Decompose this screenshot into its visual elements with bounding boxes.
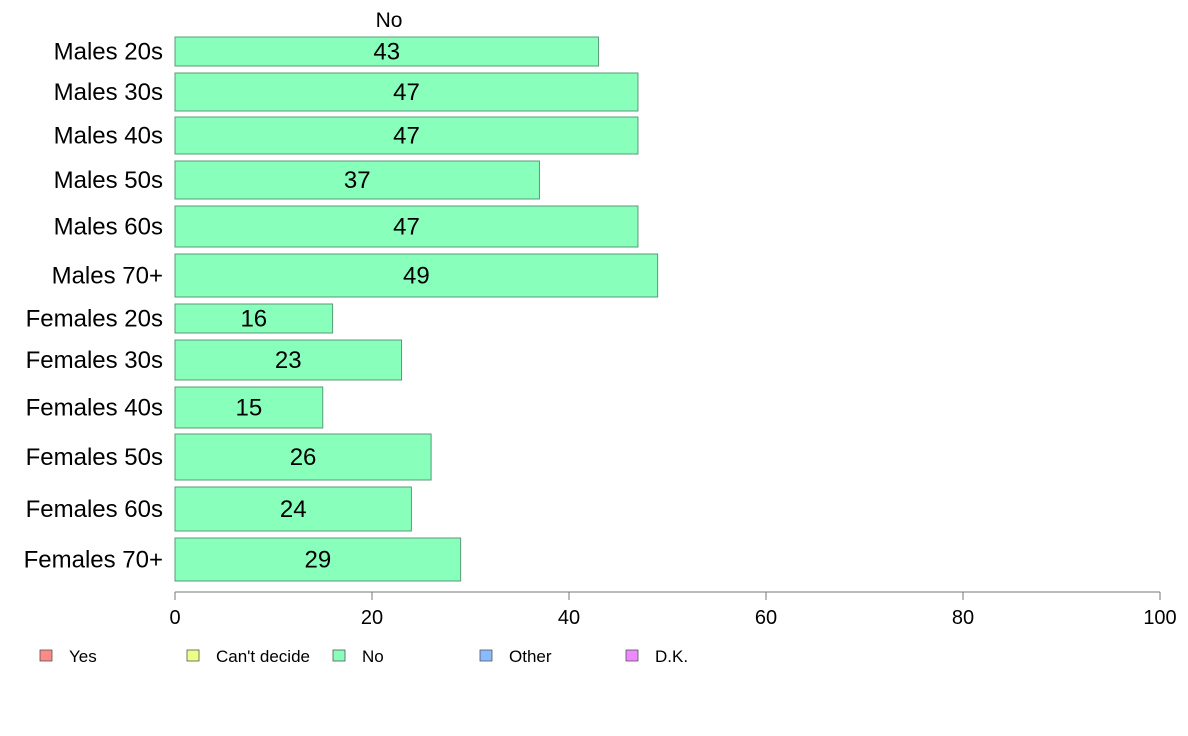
category-label: Females 60s (26, 496, 163, 523)
bar (174, 116, 639, 155)
bar (174, 486, 412, 532)
bar-value-label: 16 (240, 306, 267, 333)
category-label: Males 20s (54, 39, 163, 66)
bar (174, 253, 659, 298)
series-title: No (376, 9, 403, 32)
bar (174, 160, 540, 200)
bar (174, 386, 324, 429)
x-tick-label: 80 (952, 607, 974, 629)
legend-label: D.K. (655, 647, 688, 666)
bar (174, 339, 403, 381)
category-label: Males 40s (54, 123, 163, 150)
category-label: Males 30s (54, 79, 163, 106)
category-label: Males 60s (54, 214, 163, 241)
legend-swatch (479, 649, 493, 662)
x-tick-label: 100 (1143, 607, 1176, 629)
legend-swatch (186, 649, 200, 662)
legend-label: Yes (69, 647, 97, 666)
bar-value-label: 15 (236, 395, 263, 422)
bar-value-label: 43 (373, 39, 400, 66)
bar-group: Males 20s 43 Males 30s 47 Males 40s 47 Males 5… (24, 36, 659, 582)
category-label: Females 40s (26, 395, 163, 422)
bar-value-label: 29 (304, 547, 331, 574)
category-label: Females 50s (26, 444, 163, 471)
bar-value-label: 47 (393, 79, 420, 106)
legend-swatch (39, 649, 53, 662)
bar (174, 433, 432, 481)
bar-value-label: 47 (393, 123, 420, 150)
legend-label: Other (509, 647, 552, 666)
category-label: Males 70+ (52, 263, 163, 290)
legend-swatch (625, 649, 639, 662)
legend-swatch (332, 649, 346, 662)
bar (174, 72, 639, 112)
bar (174, 303, 334, 334)
bar (174, 205, 639, 248)
x-axis: 0 20 40 60 80 100 (169, 591, 1177, 629)
category-label: Females 70+ (24, 547, 163, 574)
x-tick-label: 0 (169, 607, 180, 629)
bar-value-label: 24 (280, 496, 307, 523)
legend-label: Can't decide (216, 647, 310, 666)
x-tick-label: 40 (558, 607, 580, 629)
x-tick-label: 60 (755, 607, 777, 629)
category-label: Males 50s (54, 167, 163, 194)
x-tick-label: 20 (361, 607, 383, 629)
bar-value-label: 23 (275, 347, 302, 374)
bar-value-label: 26 (290, 444, 317, 471)
bar (174, 36, 600, 67)
legend-label: No (362, 647, 384, 666)
category-label: Females 30s (26, 347, 163, 374)
legend: Yes Can't decide No Other D.K. (39, 647, 688, 666)
bar-value-label: 47 (393, 214, 420, 241)
bar-value-label: 37 (344, 167, 371, 194)
bar-value-label: 49 (403, 263, 430, 290)
category-label: Females 20s (26, 306, 163, 333)
bar (174, 537, 462, 582)
